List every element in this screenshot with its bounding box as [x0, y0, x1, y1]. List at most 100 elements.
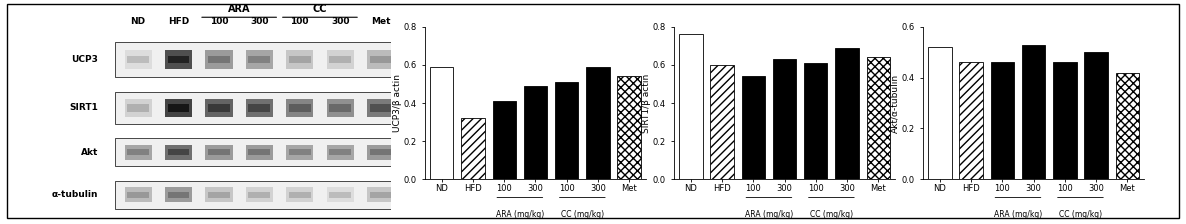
Bar	[127, 192, 149, 198]
Bar	[205, 99, 232, 117]
Bar	[326, 50, 353, 69]
Bar	[208, 56, 230, 63]
Bar	[326, 99, 353, 117]
Text: α-tubulin: α-tubulin	[52, 190, 98, 199]
Bar	[127, 56, 149, 63]
Bar	[366, 99, 394, 117]
Bar	[208, 104, 230, 112]
Bar	[366, 50, 394, 69]
Bar	[115, 138, 404, 166]
Bar	[1084, 52, 1108, 179]
Bar	[1053, 62, 1077, 179]
Bar	[249, 192, 270, 198]
Bar	[208, 149, 230, 155]
Bar	[618, 76, 640, 179]
Bar	[330, 192, 351, 198]
Text: 300: 300	[250, 17, 268, 26]
Bar	[773, 59, 796, 179]
Bar	[804, 63, 828, 179]
Bar	[127, 104, 149, 112]
Bar	[246, 99, 273, 117]
Y-axis label: SIRT1/β actin: SIRT1/β actin	[642, 73, 651, 133]
Bar	[286, 50, 313, 69]
Text: 300: 300	[331, 17, 350, 26]
Text: UCP3: UCP3	[71, 55, 98, 64]
Text: ARA (mg/kg): ARA (mg/kg)	[496, 210, 544, 219]
Text: Akt: Akt	[81, 148, 98, 157]
Bar	[710, 65, 734, 179]
Bar	[286, 99, 313, 117]
Bar	[586, 67, 610, 179]
Bar	[289, 149, 311, 155]
Bar	[249, 104, 270, 112]
Bar	[249, 149, 270, 155]
Bar	[330, 149, 351, 155]
Bar	[680, 34, 702, 179]
Text: 100: 100	[210, 17, 228, 26]
Bar	[286, 187, 313, 202]
Bar	[555, 82, 579, 179]
Bar	[165, 187, 192, 202]
Bar	[326, 187, 353, 202]
Bar	[125, 187, 152, 202]
Text: CC (mg/kg): CC (mg/kg)	[561, 210, 604, 219]
Bar	[492, 101, 516, 179]
Text: CC (mg/kg): CC (mg/kg)	[810, 210, 853, 219]
Bar	[326, 144, 353, 160]
Bar	[246, 50, 273, 69]
Bar	[165, 144, 192, 160]
Text: Met: Met	[371, 17, 390, 26]
Bar	[835, 48, 859, 179]
Bar	[330, 56, 351, 63]
Bar	[366, 187, 394, 202]
Y-axis label: UCP3/β actin: UCP3/β actin	[393, 74, 402, 132]
Bar	[249, 56, 270, 63]
Bar	[246, 187, 273, 202]
Bar	[286, 144, 313, 160]
Bar	[167, 56, 190, 63]
Bar	[165, 99, 192, 117]
Text: ARA (mg/kg): ARA (mg/kg)	[994, 210, 1042, 219]
Bar	[1022, 45, 1045, 179]
Bar	[115, 42, 404, 77]
Bar	[125, 144, 152, 160]
Bar	[461, 118, 485, 179]
Bar	[370, 56, 391, 63]
Bar	[125, 99, 152, 117]
Bar	[370, 192, 391, 198]
Bar	[289, 192, 311, 198]
Y-axis label: Akt/α-tubulin: Akt/α-tubulin	[891, 73, 900, 133]
Bar	[330, 104, 351, 112]
Bar	[289, 104, 311, 112]
Text: CC: CC	[313, 4, 327, 14]
Text: ARA (mg/kg): ARA (mg/kg)	[745, 210, 793, 219]
Bar	[370, 104, 391, 112]
Text: HFD: HFD	[168, 17, 190, 26]
Bar	[115, 181, 404, 209]
Bar	[431, 67, 453, 179]
Bar	[205, 187, 232, 202]
Bar	[127, 149, 149, 155]
Bar	[929, 47, 951, 179]
Bar	[289, 56, 311, 63]
Bar	[167, 104, 190, 112]
Bar	[246, 144, 273, 160]
Bar	[867, 57, 890, 179]
Text: 100: 100	[291, 17, 310, 26]
Bar	[990, 62, 1014, 179]
Bar	[1116, 73, 1139, 179]
Text: SIRT1: SIRT1	[70, 103, 98, 112]
Bar	[741, 76, 765, 179]
Text: ARA: ARA	[228, 4, 250, 14]
Bar	[167, 192, 190, 198]
Bar	[167, 149, 190, 155]
Bar	[125, 50, 152, 69]
Bar	[208, 192, 230, 198]
Bar	[524, 86, 547, 179]
Bar	[165, 50, 192, 69]
Bar	[115, 92, 404, 124]
Text: CC (mg/kg): CC (mg/kg)	[1059, 210, 1102, 219]
Bar	[205, 50, 232, 69]
Bar	[205, 144, 232, 160]
Bar	[366, 144, 394, 160]
